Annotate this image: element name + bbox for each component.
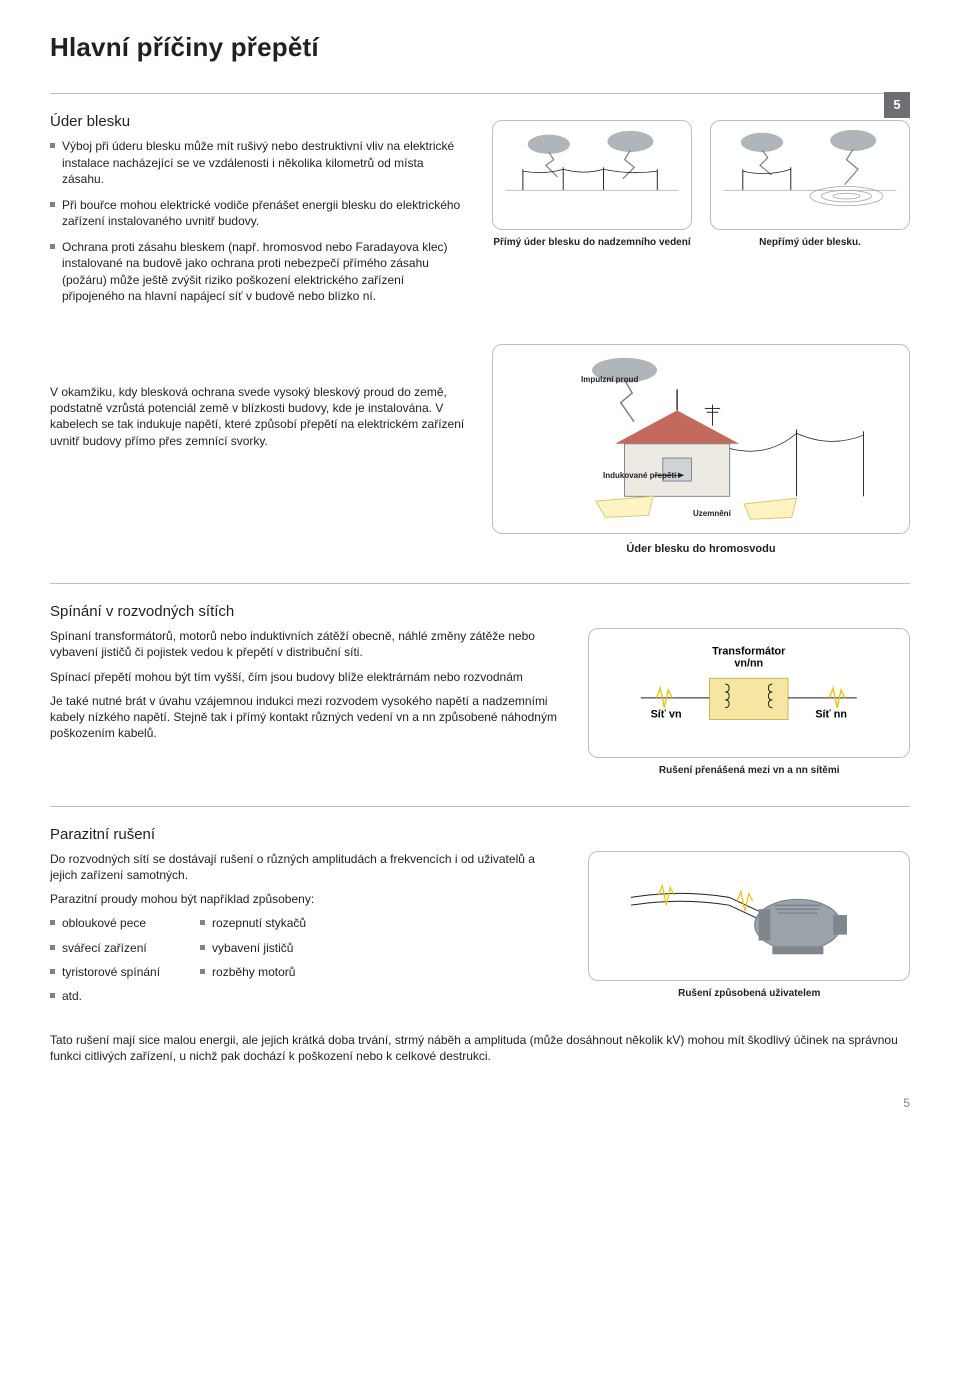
figure-indirect-strike: [710, 120, 910, 230]
page-number-badge: 5: [884, 92, 910, 118]
s1-heading: Úder blesku: [50, 112, 468, 132]
list-item: rozepnutí stykačů: [200, 915, 306, 931]
list-item: tyristorové spínání: [50, 964, 160, 980]
figure-direct-strike: [492, 120, 692, 230]
list-item: svářecí zařízení: [50, 940, 160, 956]
figure-transformer: Transformátor vn/nn Síť vn Síť nn: [588, 628, 910, 758]
s3-heading: Spínání v rozvodných sítích: [50, 602, 910, 622]
page-title: Hlavní příčiny přepětí: [50, 30, 910, 65]
closing-para: Tato rušení mají sice malou energii, ale…: [50, 1032, 910, 1064]
section-lightning: Úder blesku Výboj při úderu blesku může …: [50, 112, 910, 314]
svg-text:Síť vn: Síť vn: [651, 709, 682, 721]
s3-p3: Je také nutné brát v úvahu vzájemnou ind…: [50, 693, 564, 742]
s3-caption: Rušení přenášená mezi vn a nn sítěmi: [588, 764, 910, 778]
footer-page-number: 5: [50, 1095, 910, 1111]
s3-p2: Spínací přepětí mohou být tím vyšší, čím…: [50, 669, 564, 685]
s3-p1: Spínaní transformátorů, motorů nebo indu…: [50, 628, 564, 660]
svg-text:vn/nn: vn/nn: [735, 658, 764, 670]
annot-impulse: Impulzní proud: [581, 375, 638, 386]
section-house: V okamžiku, kdy blesková ochrana svede v…: [50, 344, 910, 557]
s4-list-right: rozepnutí stykačů vybavení jističů rozbě…: [200, 915, 306, 1012]
figure-house: Impulzní proud Indukované přepětí Uzemně…: [492, 344, 910, 534]
section-parasitic: Parazitní rušení Do rozvodných sítí se d…: [50, 825, 910, 1065]
divider-2: [50, 583, 910, 584]
s4-p1: Do rozvodných sítí se dostávají rušení o…: [50, 851, 564, 883]
label-transformer: Transformátor: [713, 646, 787, 658]
figure-motor: [588, 851, 910, 981]
s4-p2: Parazitní proudy mohou být například způ…: [50, 891, 564, 907]
divider-3: [50, 806, 910, 807]
list-item: vybavení jističů: [200, 940, 306, 956]
annot-induced: Indukované přepětí: [603, 471, 676, 482]
list-item: rozběhy motorů: [200, 964, 306, 980]
s1-p1: Výboj při úderu blesku může mít rušivý n…: [50, 138, 468, 187]
list-item: atd.: [50, 988, 160, 1004]
s1-p2: Při bouřce mohou elektrické vodiče přená…: [50, 197, 468, 229]
svg-text:Síť nn: Síť nn: [816, 709, 848, 721]
s2-p1: V okamžiku, kdy blesková ochrana svede v…: [50, 384, 468, 449]
s1-p3: Ochrana proti zásahu bleskem (např. hrom…: [50, 239, 468, 304]
fig1-caption: Přímý úder blesku do nadzemního vedení: [492, 236, 692, 250]
annot-ground: Uzemnění: [693, 509, 731, 520]
divider: [50, 93, 910, 94]
section-switching: Spínání v rozvodných sítích Spínaní tran…: [50, 602, 910, 778]
s4-lists: obloukové pece svářecí zařízení tyristor…: [50, 915, 564, 1012]
list-item: obloukové pece: [50, 915, 160, 931]
fig2-caption: Nepřímý úder blesku.: [710, 236, 910, 250]
s2-caption: Úder blesku do hromosvodu: [492, 542, 910, 557]
s4-caption: Rušení způsobená uživatelem: [588, 987, 910, 1001]
s4-list-left: obloukové pece svářecí zařízení tyristor…: [50, 915, 160, 1012]
s4-heading: Parazitní rušení: [50, 825, 910, 845]
